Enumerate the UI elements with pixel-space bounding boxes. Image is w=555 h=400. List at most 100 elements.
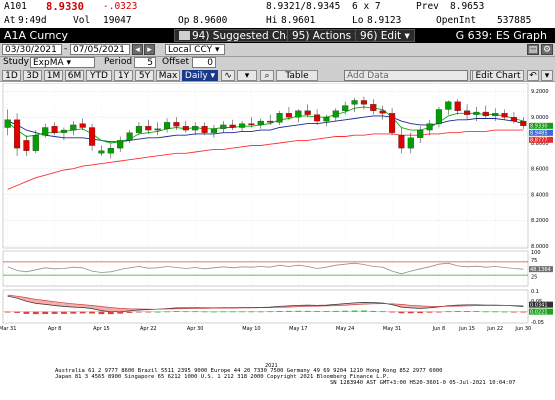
macd-histogram-bar <box>389 311 395 313</box>
frequency-select[interactable]: Daily ▾ <box>182 70 218 81</box>
macd-histogram-bar <box>370 310 377 312</box>
scroll-left-icon[interactable]: ◂ <box>132 44 143 55</box>
candle-body <box>520 120 527 126</box>
add-data-field[interactable]: Add Data <box>344 70 468 81</box>
date-tick-label: Jun 8 <box>432 326 446 332</box>
macd-histogram-bar <box>398 311 405 314</box>
end-date-field[interactable]: 07/05/2021 <box>70 44 130 55</box>
price-tick-label: 8.0000 <box>531 244 549 250</box>
net-change: -.0323 <box>103 1 138 12</box>
chart-icon <box>179 31 190 40</box>
candle-body <box>473 111 480 115</box>
bid-ask-size: 6 x 7 <box>352 1 381 12</box>
oscillator-tag <box>529 266 553 273</box>
menu-icon[interactable]: ▾ <box>541 70 553 81</box>
period-1m[interactable]: 1M <box>44 70 63 81</box>
low-label: Lo <box>352 15 364 26</box>
candle-body <box>351 100 358 105</box>
open-price: 8.9600 <box>193 15 228 26</box>
candle-body <box>210 128 217 133</box>
macd-histogram-bar <box>51 311 58 314</box>
period-6m[interactable]: 6M <box>65 70 84 81</box>
offset-field[interactable]: 0 <box>192 57 216 68</box>
candle-body <box>510 117 517 122</box>
candle-body <box>89 127 96 146</box>
candle-body <box>314 114 321 122</box>
macd-histogram-bar <box>192 311 199 313</box>
oscillator-pane: 10075502548.1364 <box>3 250 553 281</box>
chart-type-icon[interactable]: ▾ <box>237 70 257 81</box>
price-tick-label: 8.8000 <box>531 141 549 147</box>
function-name: G 639: ES Graph <box>455 29 547 42</box>
open-interest: 537885 <box>497 15 532 26</box>
period-3d[interactable]: 3D <box>23 70 42 81</box>
candle-body <box>117 140 124 149</box>
macd-histogram-bar <box>61 311 67 314</box>
candle-body <box>295 110 302 118</box>
macd-histogram-bar <box>201 311 208 313</box>
period-max[interactable]: Max <box>156 70 180 81</box>
settings-icon[interactable]: ⚙ <box>541 44 553 55</box>
high-label: Hi <box>266 15 278 26</box>
candle-body <box>42 127 49 136</box>
macd-tick-label: -0.05 <box>531 320 544 326</box>
period-ytd[interactable]: YTD <box>86 70 112 81</box>
print-icon[interactable]: ▤ <box>527 44 539 55</box>
macd-histogram-bar <box>379 311 386 313</box>
candle-body <box>32 135 39 151</box>
table-button[interactable]: Table <box>276 70 318 81</box>
oscillator-line <box>7 262 524 275</box>
candle-body <box>70 124 77 131</box>
start-date-field[interactable]: 03/30/2021 <box>2 44 62 55</box>
macd-histogram-bar <box>304 310 311 312</box>
candle-body <box>379 110 386 114</box>
price-tag <box>529 122 553 129</box>
line-chart-icon[interactable]: ∿ <box>221 70 235 81</box>
macd-histogram-bar <box>32 311 39 315</box>
candle-body <box>276 113 283 123</box>
open-interest-label: OpenInt <box>436 15 477 26</box>
macd-histogram-bar <box>492 311 499 313</box>
price-tick-label: 9.0000 <box>531 115 549 121</box>
candle-body <box>154 128 161 131</box>
macd-histogram-bar <box>295 310 302 312</box>
date-tick-label: Apr 22 <box>140 326 157 332</box>
macd-histogram-bar <box>23 311 30 314</box>
macd-line <box>7 295 524 313</box>
study-bar: Study ExpMA ▾ Period 5 Offset 0 <box>0 57 555 69</box>
period-1d[interactable]: 1D <box>2 70 21 81</box>
suggested-charts-button[interactable]: 94) Suggested Charts <box>174 29 312 42</box>
zoom-icon[interactable]: ⌕ <box>260 70 274 81</box>
prev-close: 8.9653 <box>450 1 485 12</box>
signal-line <box>7 294 524 310</box>
macd-histogram-bar <box>445 311 452 313</box>
macd-histogram-bar <box>314 311 320 312</box>
candle-body <box>464 110 471 115</box>
candle-body <box>201 126 208 133</box>
macd-histogram-bar <box>417 311 424 314</box>
edit-button[interactable]: 96) Edit ▾ <box>355 29 415 42</box>
scroll-right-icon[interactable]: ▸ <box>144 44 155 55</box>
period-1y[interactable]: 1Y <box>114 70 133 81</box>
macd-histogram-bar <box>267 311 274 313</box>
macd-histogram-bar <box>473 311 480 312</box>
price-chart[interactable]: 9.2000 9.0000 8.8000 8.6000 8.4000 8.2000 8.00… <box>0 83 555 400</box>
study-select[interactable]: ExpMA ▾ <box>30 57 95 68</box>
candle-body <box>389 113 396 133</box>
period-5y[interactable]: 5Y <box>135 70 154 81</box>
macd-histogram-bar <box>276 311 283 312</box>
candle-body <box>285 113 292 118</box>
currency-select[interactable]: Local CCY ▾ <box>165 44 225 55</box>
undo-icon[interactable]: ↶ <box>527 70 539 81</box>
macd-histogram-bar <box>89 311 95 314</box>
macd-histogram-bar <box>107 311 114 315</box>
price-tick-label: 8.6000 <box>531 167 549 173</box>
edit-chart-button[interactable]: Edit Chart <box>472 70 524 81</box>
period-field[interactable]: 5 <box>134 57 156 68</box>
actions-button[interactable]: 95) Actions ▾ <box>287 29 365 42</box>
macd-histogram-bar <box>248 311 255 313</box>
macd-histogram-bar <box>239 311 245 313</box>
quote-line-1: A101 8.9330 -.0323 8.9321/8.9345 6 x 7 P… <box>0 0 555 14</box>
candle-body <box>435 109 442 124</box>
offset-label: Offset <box>162 57 190 67</box>
